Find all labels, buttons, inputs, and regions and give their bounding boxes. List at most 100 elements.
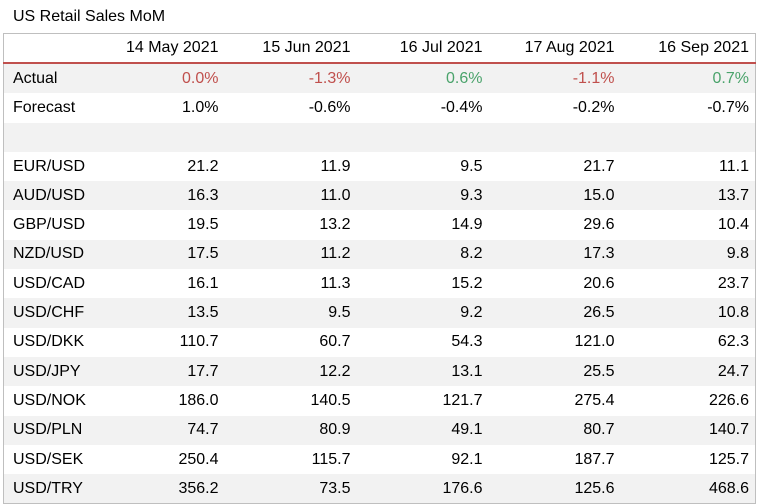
- actual-cell: 0.6%: [356, 63, 489, 94]
- pair-label: AUD/USD: [3, 181, 99, 211]
- pair-row: USD/NOK 186.0 140.5 121.7 275.4 226.6: [4, 386, 756, 415]
- forecast-cell: 1.0%: [182, 98, 219, 116]
- pair-value-cell: 21.2: [187, 157, 219, 175]
- pair-value-cell: 8.2: [356, 239, 489, 270]
- pair-value-cell: 121.0: [574, 333, 615, 351]
- pair-value-cell: 29.6: [583, 216, 615, 234]
- pair-label: USD/DKK: [13, 333, 85, 351]
- pair-value-cell: 187.7: [574, 450, 615, 468]
- pair-row: USD/DKK 110.7 60.7 54.3 121.0 62.3: [4, 328, 756, 357]
- pair-value-cell: 20.6: [583, 274, 615, 292]
- pair-value-cell: 92.1: [451, 450, 483, 468]
- pair-value-cell: 11.9: [320, 157, 351, 175]
- pair-value-cell: 9.3: [356, 181, 489, 211]
- pair-value-cell: 11.2: [224, 239, 357, 270]
- pair-row: NZD/USD 17.5 11.2 8.2 17.3 9.8: [3, 239, 756, 270]
- pair-value-cell: 356.2: [98, 474, 225, 504]
- pair-value-cell: 275.4: [574, 391, 615, 409]
- table-title: US Retail Sales MoM: [13, 8, 166, 25]
- pair-value-cell: 250.4: [178, 450, 219, 468]
- pair-value-cell: 11.3: [320, 274, 351, 292]
- pair-value-cell: 110.7: [179, 333, 219, 351]
- pair-label: USD/CHF: [3, 298, 99, 328]
- pair-value-cell: 10.4: [717, 216, 749, 234]
- pair-label: USD/JPY: [3, 356, 99, 387]
- pair-value-cell: 115.7: [311, 450, 351, 468]
- column-header: 15 Jun 2021: [224, 33, 357, 64]
- pair-value-cell: 16.3: [98, 181, 225, 211]
- spacer-cell: [98, 122, 225, 152]
- pair-label: USD/NOK: [13, 391, 86, 409]
- actual-cell: -1.1%: [488, 63, 621, 94]
- pair-value-cell: 62.3: [717, 333, 749, 351]
- pair-value-cell: 26.5: [488, 298, 621, 328]
- column-header: 16 Jul 2021: [356, 33, 489, 64]
- pair-row: USD/PLN 74.7 80.9 49.1 80.7 140.7: [3, 415, 756, 445]
- pair-value-cell: 468.6: [620, 474, 756, 504]
- header-row: 14 May 2021 15 Jun 2021 16 Jul 2021 17 A…: [3, 33, 756, 64]
- column-header: 14 May 2021: [98, 33, 225, 64]
- pair-value-cell: 125.7: [708, 450, 749, 468]
- forecast-cell: -0.4%: [440, 98, 483, 116]
- pair-value-cell: 13.5: [98, 298, 225, 328]
- spacer-cell: [620, 122, 756, 152]
- pair-value-cell: 17.7: [98, 356, 225, 387]
- pair-value-cell: 13.7: [620, 181, 756, 211]
- pair-row: AUD/USD 16.3 11.0 9.3 15.0 13.7: [3, 181, 756, 211]
- pair-value-cell: 13.1: [356, 356, 489, 387]
- pair-value-cell: 73.5: [224, 474, 357, 504]
- forecast-cell: -0.2%: [572, 98, 615, 116]
- spacer-cell: [224, 122, 357, 152]
- actual-cell: 0.7%: [620, 63, 756, 94]
- pair-value-cell: 17.5: [98, 239, 225, 270]
- pair-value-cell: 80.9: [224, 415, 357, 445]
- pair-value-cell: 15.0: [488, 181, 621, 211]
- pair-label: USD/PLN: [3, 415, 99, 445]
- spacer-cell: [488, 122, 621, 152]
- header-corner: [3, 33, 99, 64]
- pair-label: USD/CAD: [13, 274, 86, 292]
- spacer-cell: [356, 122, 489, 152]
- pair-value-cell: 17.3: [488, 239, 621, 270]
- pair-label: USD/TRY: [3, 474, 99, 504]
- actual-cell: -1.3%: [224, 63, 357, 94]
- pair-value-cell: 9.8: [620, 239, 756, 270]
- pair-value-cell: 14.9: [451, 216, 483, 234]
- pair-value-cell: 12.2: [224, 356, 357, 387]
- pair-row: USD/SEK 250.4 115.7 92.1 187.7 125.7: [4, 445, 756, 474]
- pair-value-cell: 49.1: [356, 415, 489, 445]
- row-label: Actual: [3, 63, 99, 94]
- forecast-row: Forecast 1.0% -0.6% -0.4% -0.2% -0.7%: [4, 93, 756, 122]
- pair-label: GBP/USD: [13, 216, 86, 234]
- pair-value-cell: 15.2: [451, 274, 483, 292]
- forecast-cell: -0.6%: [308, 98, 351, 116]
- pair-value-cell: 121.7: [442, 391, 483, 409]
- pair-value-cell: 16.1: [187, 274, 219, 292]
- pair-value-cell: 74.7: [98, 415, 225, 445]
- pair-value-cell: 11.0: [224, 181, 357, 211]
- pair-value-cell: 11.1: [719, 157, 749, 175]
- pair-value-cell: 9.2: [356, 298, 489, 328]
- spacer-row: [3, 122, 756, 152]
- pair-value-cell: 23.7: [717, 274, 749, 292]
- pair-value-cell: 10.8: [620, 298, 756, 328]
- retail-sales-table: 14 May 2021 15 Jun 2021 16 Jul 2021 17 A…: [3, 33, 756, 504]
- pair-row: USD/CHF 13.5 9.5 9.2 26.5 10.8: [3, 298, 756, 328]
- pair-value-cell: 140.7: [620, 415, 756, 445]
- pair-value-cell: 19.5: [187, 216, 219, 234]
- pair-value-cell: 186.0: [178, 391, 219, 409]
- pair-value-cell: 54.3: [451, 333, 483, 351]
- pair-value-cell: 25.5: [488, 356, 621, 387]
- forecast-cell: -0.7%: [707, 98, 749, 116]
- pair-row: USD/TRY 356.2 73.5 176.6 125.6 468.6: [3, 474, 756, 504]
- pair-value-cell: 9.5: [460, 157, 483, 175]
- actual-cell: 0.0%: [98, 63, 225, 94]
- pair-value-cell: 24.7: [620, 356, 756, 387]
- pair-value-cell: 21.7: [583, 157, 615, 175]
- pair-label: EUR/USD: [13, 157, 86, 175]
- column-header: 17 Aug 2021: [488, 33, 621, 64]
- pair-label: NZD/USD: [3, 239, 99, 270]
- pair-row: EUR/USD 21.2 11.9 9.5 21.7 11.1: [4, 152, 756, 181]
- pair-row: GBP/USD 19.5 13.2 14.9 29.6 10.4: [4, 210, 756, 239]
- pair-row: USD/JPY 17.7 12.2 13.1 25.5 24.7: [3, 356, 756, 387]
